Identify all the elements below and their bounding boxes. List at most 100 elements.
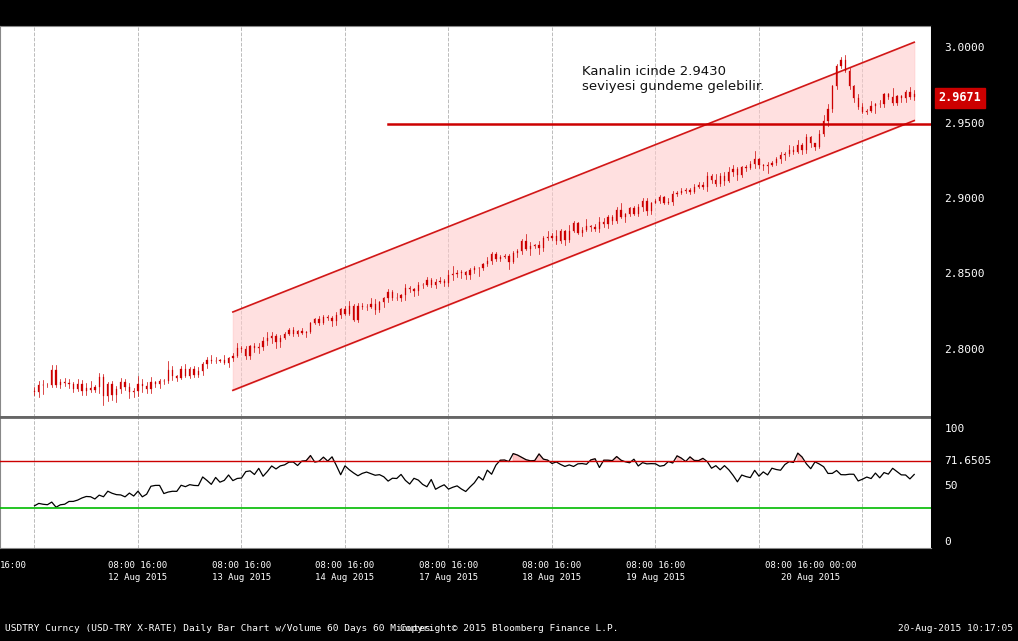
Bar [702, 185, 703, 187]
Bar [874, 104, 876, 106]
Bar [271, 337, 273, 338]
Bar [689, 190, 690, 192]
Bar [60, 382, 61, 385]
Bar [629, 208, 630, 214]
Bar [301, 331, 302, 333]
Bar [840, 60, 842, 66]
Bar [371, 304, 372, 307]
Bar [698, 185, 699, 187]
Bar [375, 304, 376, 310]
Bar [344, 309, 346, 313]
Bar [413, 289, 414, 290]
Bar [146, 386, 148, 389]
Bar [560, 231, 561, 241]
Text: Kanalin icinde 2.9430
seviyesi gundeme gelebilir.: Kanalin icinde 2.9430 seviyesi gundeme g… [582, 65, 765, 93]
Bar [357, 306, 358, 320]
Bar [793, 151, 794, 152]
Bar [853, 86, 854, 98]
Bar [577, 223, 578, 233]
Bar [564, 231, 566, 240]
Bar [711, 176, 713, 179]
Bar [228, 358, 229, 363]
Text: 08:00 16:00: 08:00 16:00 [626, 561, 685, 570]
Bar [388, 292, 389, 298]
Bar [409, 288, 410, 289]
Bar [81, 384, 82, 391]
Text: 13 Aug 2015: 13 Aug 2015 [212, 573, 271, 582]
Bar [405, 288, 406, 296]
Bar [309, 323, 312, 332]
Text: 19 Aug 2015: 19 Aug 2015 [626, 573, 685, 582]
Bar [845, 60, 846, 71]
Bar [888, 94, 889, 97]
Text: 0: 0 [945, 537, 951, 547]
Bar [361, 306, 362, 307]
Bar [133, 390, 134, 392]
Bar [245, 349, 246, 356]
Text: 2.9000: 2.9000 [945, 194, 985, 204]
Bar [806, 137, 807, 150]
Bar [323, 317, 324, 323]
Bar [444, 281, 445, 283]
Bar [797, 145, 798, 152]
Bar [866, 111, 867, 112]
Bar [573, 223, 574, 231]
Bar [569, 231, 570, 240]
Bar [706, 176, 708, 187]
Bar [896, 96, 898, 103]
Text: 20-Aug-2015 10:17:05: 20-Aug-2015 10:17:05 [898, 624, 1013, 633]
Bar [348, 306, 350, 313]
Bar [400, 296, 402, 298]
Text: 2.8500: 2.8500 [945, 269, 985, 279]
Bar [789, 151, 790, 154]
Bar [521, 240, 522, 251]
Bar [724, 176, 725, 181]
Bar [754, 159, 755, 165]
Bar [55, 370, 57, 385]
Bar [197, 371, 199, 375]
Bar [849, 71, 850, 86]
Text: 08:00 16:00: 08:00 16:00 [316, 561, 375, 570]
Bar [427, 280, 428, 285]
Bar [64, 382, 65, 383]
Bar [483, 265, 484, 269]
Bar [828, 108, 829, 121]
Bar [280, 338, 281, 342]
Text: 2.9500: 2.9500 [945, 119, 985, 129]
Bar [884, 94, 885, 104]
Text: 2.8000: 2.8000 [945, 345, 985, 354]
Bar [465, 272, 466, 276]
Text: 08:00 16:00: 08:00 16:00 [109, 561, 168, 570]
Bar [693, 187, 695, 192]
Bar [124, 383, 125, 387]
Bar [232, 356, 233, 358]
Bar [733, 169, 734, 172]
Bar [620, 210, 622, 217]
Bar [284, 334, 285, 338]
Bar [556, 236, 557, 241]
Bar [288, 330, 289, 334]
Text: 2.9671: 2.9671 [939, 91, 981, 104]
Bar [469, 270, 470, 276]
Text: 16:00: 16:00 [0, 561, 26, 570]
Bar [189, 369, 190, 376]
Bar [207, 360, 208, 364]
Bar [68, 383, 69, 385]
Bar [327, 317, 329, 319]
Bar [99, 377, 100, 387]
Bar [633, 208, 634, 214]
Bar [379, 302, 380, 310]
Text: 08:00 16:00 00:00: 08:00 16:00 00:00 [766, 561, 856, 570]
Text: 08:00 16:00: 08:00 16:00 [522, 561, 581, 570]
Text: 12 Aug 2015: 12 Aug 2015 [109, 573, 168, 582]
Bar [86, 388, 87, 391]
Bar [315, 319, 316, 323]
Bar [107, 384, 109, 395]
Bar [180, 369, 182, 378]
Bar [685, 190, 686, 192]
Bar [832, 86, 833, 108]
Bar [539, 246, 540, 248]
Text: 14 Aug 2015: 14 Aug 2015 [316, 573, 375, 582]
Bar [603, 222, 605, 224]
Text: 08:00 16:00: 08:00 16:00 [419, 561, 478, 570]
